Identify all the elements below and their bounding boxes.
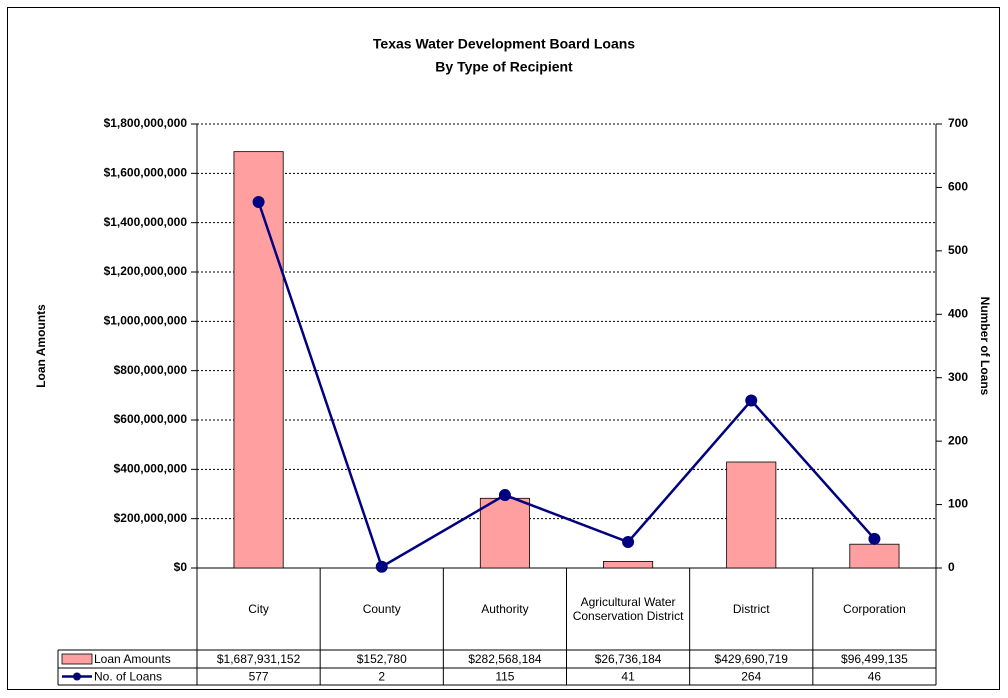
y2-tick-label: 0 xyxy=(948,560,955,574)
y-tick-label: $1,200,000,000 xyxy=(104,264,188,278)
x-tick-label: City xyxy=(248,602,269,616)
legend-marker xyxy=(73,672,81,681)
y-tick-label: $800,000,000 xyxy=(114,363,188,377)
y2-tick-label: 700 xyxy=(948,116,968,130)
y2-tick-label: 100 xyxy=(948,497,968,511)
table-value: 46 xyxy=(868,670,882,684)
y-tick-label: $1,400,000,000 xyxy=(104,215,188,229)
category-cell: County xyxy=(362,602,401,616)
category-cell: District xyxy=(732,602,770,616)
y-tick-label: $0 xyxy=(174,560,188,574)
y-tick-label: $200,000,000 xyxy=(114,511,188,525)
y-axis-title: Loan Amounts xyxy=(34,304,48,388)
table-value: $1,687,931,152 xyxy=(217,652,301,666)
chart-border xyxy=(7,7,1000,690)
y2-tick-label: 500 xyxy=(948,243,968,257)
category-cell: Corporation xyxy=(843,602,906,616)
y-tick-label: $1,600,000,000 xyxy=(104,166,188,180)
marker xyxy=(498,489,511,502)
category-cell: Agricultural Water Conservation District xyxy=(572,595,684,623)
line xyxy=(257,201,876,569)
bar xyxy=(233,151,284,569)
table-value: 264 xyxy=(741,670,761,684)
x-tick-label: Corporation xyxy=(843,602,906,616)
table-value: $152,780 xyxy=(357,652,407,666)
table-value: 115 xyxy=(495,670,514,684)
x-tick-label: District xyxy=(732,602,770,616)
y2-tick-label: 400 xyxy=(948,306,968,320)
table-value: 41 xyxy=(621,670,635,684)
y-tick-label: $600,000,000 xyxy=(114,412,188,426)
marker xyxy=(745,394,758,407)
legend-label: No. of Loans xyxy=(94,670,162,684)
y2-tick-label: 200 xyxy=(948,433,968,447)
category-cell: City xyxy=(248,602,269,616)
bar xyxy=(479,497,530,569)
chart-subtitle: By Type of Recipient xyxy=(435,59,573,75)
y2-tick-label: 600 xyxy=(948,180,968,194)
marker xyxy=(252,196,265,209)
chart-title: Texas Water Development Board Loans xyxy=(373,36,635,52)
table-value: 2 xyxy=(378,670,385,684)
legend-label: Loan Amounts xyxy=(94,652,171,666)
table-value: 577 xyxy=(249,670,269,684)
x-tick-label: County xyxy=(362,602,401,616)
marker xyxy=(375,560,388,573)
marker xyxy=(622,535,635,548)
category-cell: Authority xyxy=(481,602,529,616)
table-value: $96,499,135 xyxy=(841,652,908,666)
bar xyxy=(726,461,777,569)
y-tick-label: $1,800,000,000 xyxy=(104,116,188,130)
y-tick-label: $400,000,000 xyxy=(114,462,188,476)
table-value: $282,568,184 xyxy=(468,652,542,666)
marker xyxy=(868,532,881,545)
y-tick-label: $1,000,000,000 xyxy=(104,314,188,328)
y2-axis-title: Number of Loans xyxy=(978,297,992,396)
table-value: $26,736,184 xyxy=(595,652,662,666)
bar xyxy=(849,543,900,569)
y2-tick-label: 300 xyxy=(948,370,968,384)
x-tick-label: Authority xyxy=(481,602,529,616)
legend-swatch xyxy=(61,653,93,665)
bar xyxy=(603,561,654,569)
x-tick-label: Agricultural Water Conservation District xyxy=(572,595,684,623)
table-value: $429,690,719 xyxy=(715,652,789,666)
